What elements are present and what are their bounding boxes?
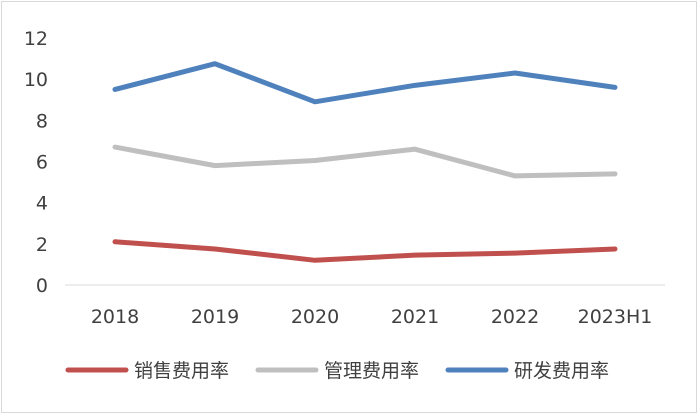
x-tick-label: 2018 bbox=[91, 306, 139, 328]
legend-label: 研发费用率 bbox=[514, 360, 609, 382]
x-axis-ticks: 2018 2019 2020 2021 2022 2023H1 bbox=[91, 306, 653, 328]
y-tick-label: 12 bbox=[24, 28, 48, 50]
series-lines bbox=[112, 61, 618, 263]
legend-label: 销售费用率 bbox=[134, 360, 229, 382]
x-tick-label: 2020 bbox=[291, 306, 339, 328]
x-tick-label: 2022 bbox=[491, 306, 539, 328]
x-tick-label: 2019 bbox=[191, 306, 239, 328]
legend: 销售费用率 管理费用率 研发费用率 bbox=[65, 360, 609, 382]
series-line-2 bbox=[112, 144, 618, 179]
series-line-3 bbox=[112, 61, 618, 105]
y-tick-label: 0 bbox=[36, 275, 48, 297]
legend-label: 管理费用率 bbox=[324, 360, 419, 382]
y-tick-label: 8 bbox=[36, 110, 48, 132]
x-tick-label: 2021 bbox=[391, 306, 439, 328]
y-tick-label: 2 bbox=[36, 234, 48, 256]
x-tick-label: 2023H1 bbox=[578, 306, 653, 328]
y-tick-label: 6 bbox=[36, 152, 48, 174]
y-axis-ticks: 0 2 4 6 8 10 12 bbox=[24, 28, 48, 297]
y-tick-label: 4 bbox=[36, 193, 48, 215]
series-line-1 bbox=[112, 239, 618, 263]
y-tick-label: 10 bbox=[24, 69, 48, 91]
